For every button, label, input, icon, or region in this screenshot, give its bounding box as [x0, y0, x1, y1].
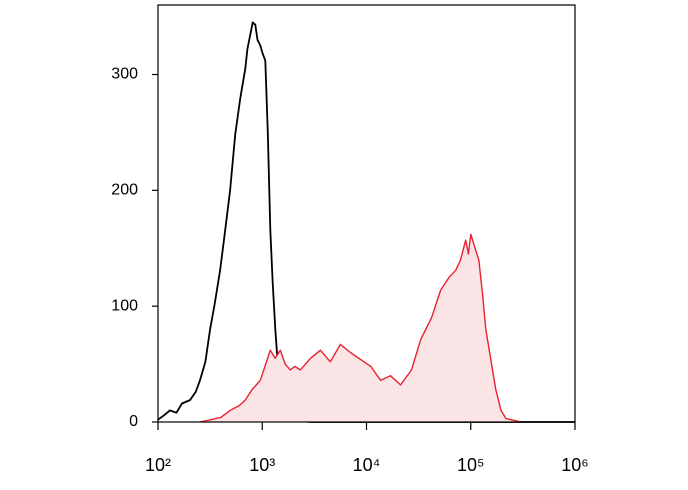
x-tick-label: 10⁴ [353, 455, 381, 475]
y-tick-label: 300 [111, 66, 138, 83]
y-tick-label: 0 [129, 413, 138, 430]
x-tick-label: 10² [145, 455, 171, 475]
y-tick-label: 200 [111, 182, 138, 199]
x-tick-label: 10³ [249, 455, 275, 475]
plot-frame [157, 4, 576, 423]
y-tick-label: 100 [111, 297, 138, 314]
x-tick-label: 10⁶ [561, 455, 588, 475]
histogram-area [200, 234, 521, 422]
x-tick-label: 10⁵ [457, 455, 484, 475]
histogram-line [157, 21, 575, 423]
histogram-line [199, 233, 522, 423]
